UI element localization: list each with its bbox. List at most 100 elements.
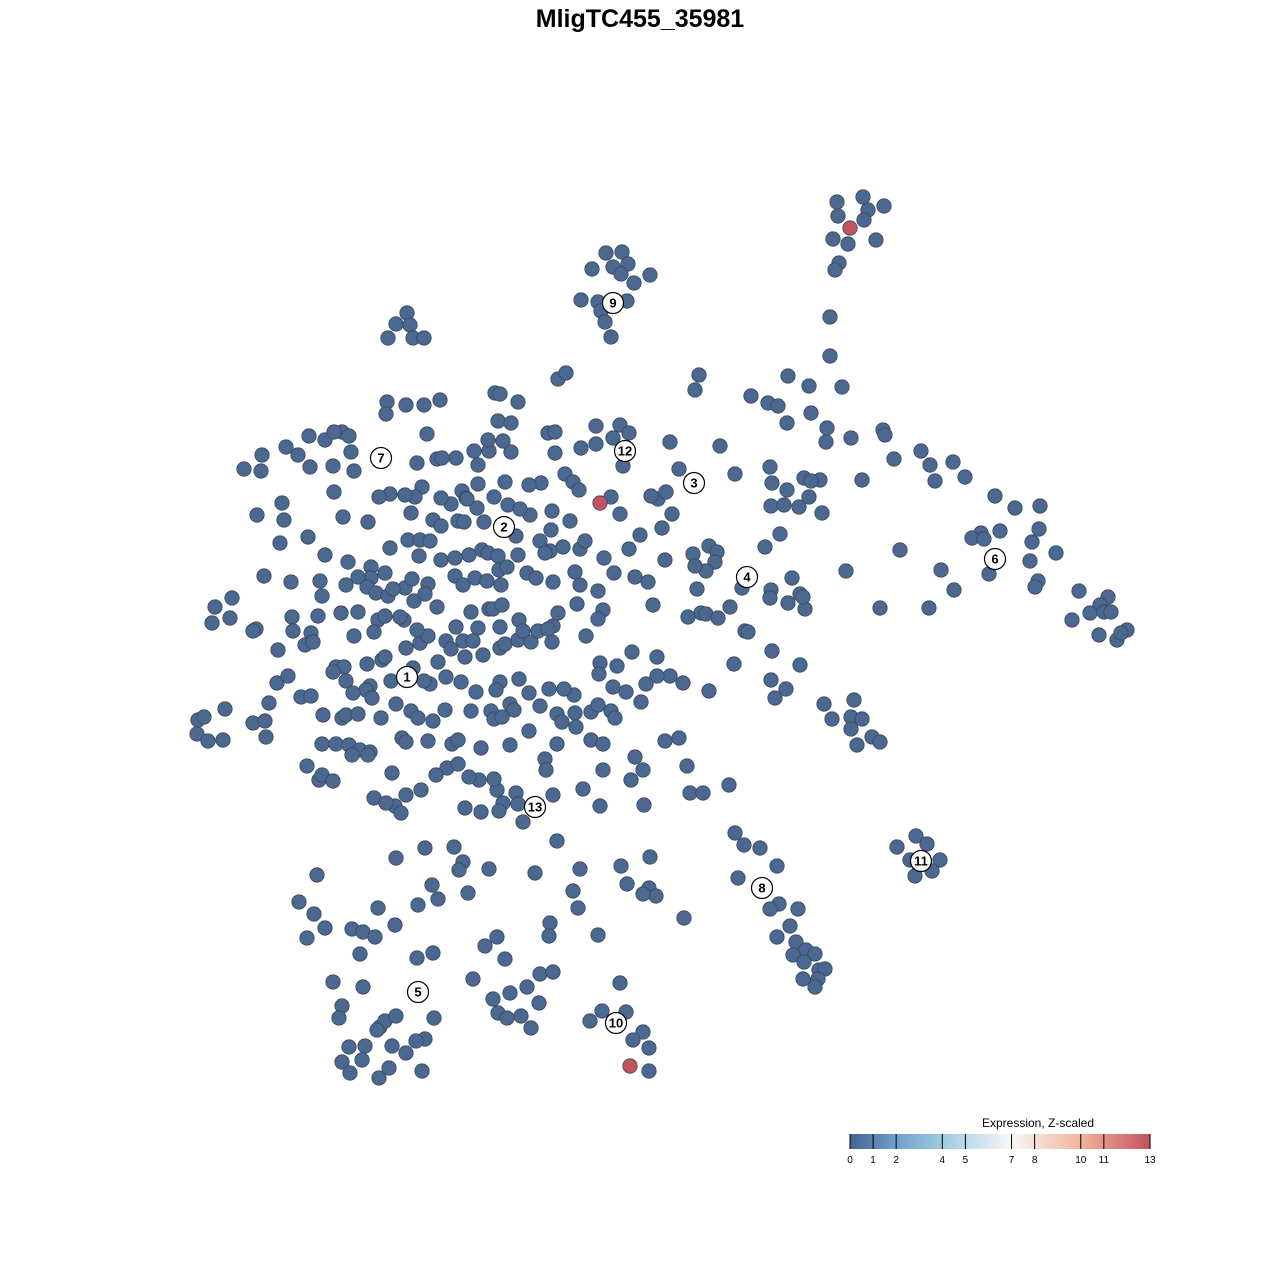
cluster-label-text: 4 (743, 570, 751, 585)
data-point (621, 541, 637, 557)
data-point (588, 436, 604, 452)
data-point (469, 500, 485, 516)
data-point (614, 244, 630, 260)
data-point (502, 985, 518, 1001)
legend-tick-label: 10 (1075, 1155, 1087, 1166)
data-point (822, 309, 838, 325)
data-point (822, 348, 838, 364)
data-point (590, 611, 606, 627)
data-point (635, 1024, 651, 1040)
data-point (919, 836, 935, 852)
data-point (366, 624, 382, 640)
data-point (547, 424, 563, 440)
data-point (274, 495, 290, 511)
data-point (555, 539, 571, 555)
cluster-label-circle (682, 471, 706, 495)
data-point (635, 886, 651, 902)
data-point (377, 649, 393, 665)
data-point (310, 608, 326, 624)
data-point (450, 732, 466, 748)
cluster-label-text: 13 (528, 800, 542, 815)
data-point (521, 723, 537, 739)
data-point (326, 484, 342, 500)
data-point (657, 733, 673, 749)
cluster-label-1: 1 (395, 665, 419, 689)
data-point (642, 267, 658, 283)
data-point (419, 426, 435, 442)
data-point (384, 765, 400, 781)
data-point (502, 737, 518, 753)
data-point (671, 730, 687, 746)
data-point (592, 495, 608, 511)
data-point (204, 615, 220, 631)
data-point (612, 975, 628, 991)
data-point (594, 1003, 610, 1019)
cluster-label-circle (492, 515, 516, 539)
data-point (397, 487, 413, 503)
data-point (712, 438, 728, 454)
data-point (721, 777, 737, 793)
data-point (346, 463, 362, 479)
data-point (572, 577, 588, 593)
data-point (512, 501, 528, 517)
data-point (350, 706, 366, 722)
data-point (710, 610, 726, 626)
points-layer (189, 189, 1135, 1086)
data-point (473, 804, 489, 820)
data-point (302, 459, 318, 475)
data-point (762, 459, 778, 475)
legend-colorbar (850, 1134, 1150, 1149)
data-point (782, 918, 798, 934)
data-point (352, 946, 368, 962)
data-point (584, 261, 600, 277)
data-point (527, 865, 543, 881)
legend-tick-label: 8 (1032, 1155, 1038, 1166)
data-point (654, 520, 670, 536)
data-point (497, 474, 513, 490)
cluster-label-13: 13 (523, 795, 547, 819)
data-point (791, 499, 807, 515)
data-point (433, 490, 449, 506)
data-point (649, 668, 665, 684)
data-point (649, 649, 665, 665)
data-point (473, 740, 489, 756)
data-point (325, 974, 341, 990)
data-point (404, 571, 420, 587)
data-point (596, 550, 612, 566)
data-point (465, 633, 481, 649)
data-point (303, 688, 319, 704)
data-point (398, 397, 414, 413)
data-point (357, 1038, 373, 1054)
data-point (457, 649, 473, 665)
data-point (495, 433, 511, 449)
data-point (827, 262, 843, 278)
data-point (428, 767, 444, 783)
cluster-label-2: 2 (492, 515, 516, 539)
data-point (340, 554, 356, 570)
data-point (236, 461, 252, 477)
cluster-label-4: 4 (735, 565, 759, 589)
data-point (457, 800, 473, 816)
data-point (463, 703, 479, 719)
data-point (946, 582, 962, 598)
data-point (807, 946, 823, 962)
data-point (387, 917, 403, 933)
data-point (466, 443, 482, 459)
data-point (1082, 605, 1098, 621)
data-point (573, 292, 589, 308)
data-point (513, 1008, 529, 1024)
data-point (591, 666, 607, 682)
data-point (933, 562, 949, 578)
data-point (497, 636, 513, 652)
data-point (388, 850, 404, 866)
data-point (317, 920, 333, 936)
data-point (632, 527, 648, 543)
data-point (727, 825, 743, 841)
cluster-label-11: 11 (909, 849, 933, 873)
data-point (657, 552, 673, 568)
data-point (309, 867, 325, 883)
cluster-label-circle (406, 980, 430, 1004)
data-point (537, 545, 553, 561)
data-point (343, 444, 359, 460)
